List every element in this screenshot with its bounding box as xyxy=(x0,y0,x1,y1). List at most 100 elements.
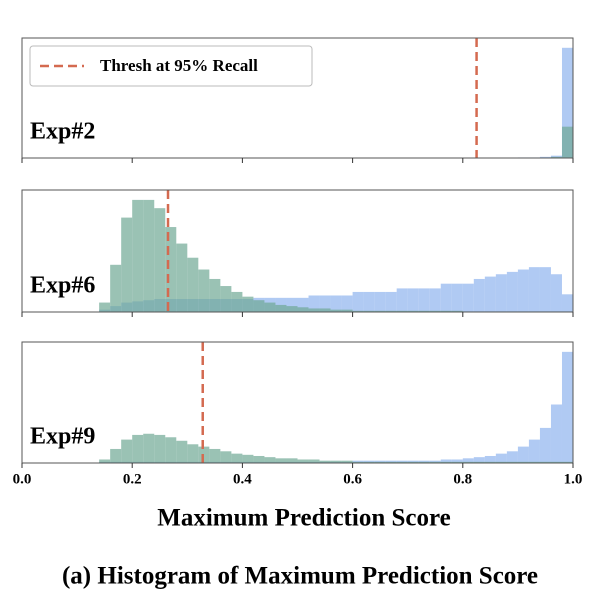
histogram-bar xyxy=(220,286,232,312)
histogram-bar xyxy=(308,459,320,463)
histogram-bar xyxy=(165,227,177,312)
histogram-bar xyxy=(209,448,221,463)
panel-label: Exp#2 xyxy=(30,119,95,145)
histogram-bar xyxy=(462,461,474,463)
histogram-bar xyxy=(176,243,188,312)
histogram-bar xyxy=(264,302,276,312)
histogram-bar xyxy=(297,297,309,312)
histogram-bar xyxy=(561,461,573,463)
histogram-bar xyxy=(561,351,573,463)
histogram-bar xyxy=(407,461,419,463)
histogram-bar xyxy=(550,274,562,312)
histogram-bar xyxy=(418,310,430,312)
histogram-bar xyxy=(143,199,155,312)
histogram-bar xyxy=(330,460,342,463)
histogram-bar xyxy=(495,453,507,463)
histogram-bar xyxy=(187,257,199,312)
histogram-bar xyxy=(440,310,452,312)
histogram-bar xyxy=(363,291,375,312)
histogram-bar xyxy=(352,291,364,312)
histogram-bar xyxy=(561,126,573,158)
histogram-bar xyxy=(143,433,155,463)
histogram-bar xyxy=(484,276,496,312)
x-tick-label: 0.4 xyxy=(233,471,252,487)
histogram-bar xyxy=(539,156,551,158)
histogram-bar xyxy=(330,295,342,312)
x-tick-label: 0.0 xyxy=(13,471,32,487)
histogram-bar xyxy=(385,291,397,312)
x-tick-label: 0.2 xyxy=(123,471,142,487)
caption: (a) Histogram of Maximum Prediction Scor… xyxy=(62,563,538,590)
histogram-bar xyxy=(231,453,243,463)
histogram-bar xyxy=(198,269,210,312)
histogram-bar xyxy=(297,459,309,463)
histogram-bar xyxy=(132,434,144,463)
histogram-bar xyxy=(528,461,540,463)
histogram-bar xyxy=(495,274,507,312)
panel-label: Exp#6 xyxy=(30,273,95,299)
histogram-bar xyxy=(440,461,452,463)
histogram-bar xyxy=(451,461,463,463)
x-tick-label: 1.0 xyxy=(564,471,583,487)
histogram-bar xyxy=(473,278,485,312)
histogram-bar xyxy=(209,278,221,312)
histogram-bar xyxy=(528,267,540,312)
histogram-bar xyxy=(440,459,452,463)
histogram-bar xyxy=(550,461,562,463)
histogram-bar xyxy=(451,459,463,463)
histogram-bar xyxy=(539,427,551,463)
histogram-bar xyxy=(275,304,287,312)
histogram-bar xyxy=(506,451,518,463)
histogram-bar xyxy=(187,444,199,463)
histogram-bar xyxy=(176,440,188,463)
x-tick-label: 0.8 xyxy=(453,471,472,487)
histogram-bar xyxy=(308,308,320,312)
histogram-bar xyxy=(374,291,386,312)
histogram-bar xyxy=(286,458,298,463)
panel-frame xyxy=(21,189,574,313)
histogram-bar xyxy=(363,461,375,463)
histogram-bar xyxy=(253,300,265,312)
histogram-bar xyxy=(550,156,562,158)
histogram-bar xyxy=(121,217,133,312)
histogram-bar xyxy=(308,295,320,312)
histogram-bar xyxy=(539,461,551,463)
histogram-bar xyxy=(286,297,298,312)
histogram-bar xyxy=(418,288,430,312)
histogram-bar xyxy=(374,461,386,463)
histogram-bar xyxy=(528,439,540,463)
histogram-bar xyxy=(429,461,441,463)
histogram-bar xyxy=(429,310,441,312)
histogram-bar xyxy=(341,460,353,463)
histogram-bar xyxy=(220,451,232,463)
histogram-bar xyxy=(275,297,287,312)
histogram-bar xyxy=(121,439,133,463)
histogram-bar xyxy=(506,461,518,463)
panel-frame xyxy=(21,37,574,159)
histogram-bar xyxy=(154,434,166,463)
histogram-bar xyxy=(231,291,243,312)
histogram-bar xyxy=(473,461,485,463)
histogram-bar xyxy=(385,310,397,312)
histogram-bar xyxy=(154,208,166,312)
histogram-bar xyxy=(352,310,364,312)
histogram-bar xyxy=(462,458,474,463)
histogram-bar xyxy=(462,283,474,312)
histogram-bar xyxy=(495,461,507,463)
histogram-bar xyxy=(374,310,386,312)
panel-label: Exp#9 xyxy=(30,424,95,450)
histogram-bar xyxy=(363,310,375,312)
histogram-bar xyxy=(484,461,496,463)
histogram-bar xyxy=(132,199,144,312)
histogram-bar xyxy=(473,457,485,463)
histogram-bar xyxy=(110,264,122,312)
histogram-bar xyxy=(319,460,331,463)
histogram-bar xyxy=(396,310,408,312)
legend-box xyxy=(29,45,313,87)
histogram-bar xyxy=(451,283,463,312)
histogram-bar xyxy=(517,446,529,463)
histogram-bar xyxy=(429,288,441,312)
histogram-bar xyxy=(99,459,111,463)
histogram-bar xyxy=(451,310,463,312)
